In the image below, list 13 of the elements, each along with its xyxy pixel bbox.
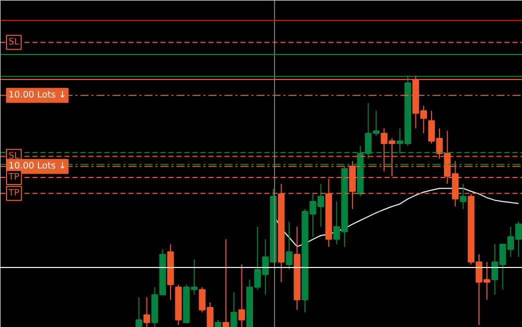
candlestick bbox=[460, 183, 467, 210]
candlestick bbox=[230, 292, 238, 327]
candlestick bbox=[143, 296, 150, 327]
candlestick bbox=[286, 221, 293, 270]
ref-line-label: 10.00 Lots ↓ bbox=[8, 161, 66, 172]
ref-line-label: TP bbox=[8, 172, 20, 183]
ref-line-label: 10.00 Lots ↓ bbox=[8, 90, 66, 100]
candlestick bbox=[222, 238, 230, 327]
ref-line-label: SL bbox=[8, 151, 20, 162]
candlestick bbox=[136, 296, 142, 327]
candlestick bbox=[238, 264, 246, 327]
ref-line-label: TP bbox=[8, 188, 20, 198]
ref-line-label: SL bbox=[8, 37, 20, 48]
